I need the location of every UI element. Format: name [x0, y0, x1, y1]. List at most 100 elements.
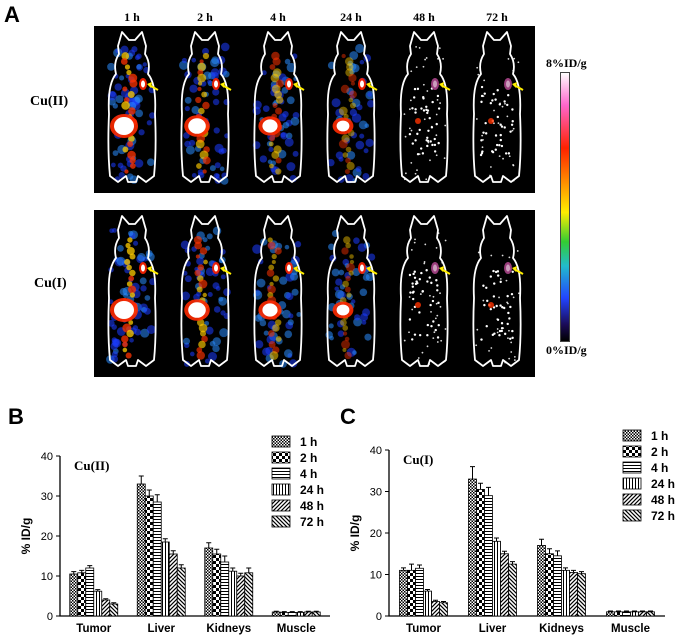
- bar: [303, 611, 313, 617]
- x-tick-label: Muscle: [277, 623, 316, 635]
- bar: [468, 478, 477, 617]
- bar: [569, 572, 578, 617]
- error-bar: [206, 542, 212, 548]
- error-bar: [154, 494, 160, 502]
- error-bar: [624, 610, 629, 612]
- mouse-pet-image: [461, 26, 533, 193]
- error-bar: [71, 571, 77, 574]
- error-bar: [425, 588, 430, 592]
- panel-c-letter: C: [340, 404, 356, 429]
- error-bar: [95, 589, 101, 592]
- error-bar: [547, 548, 552, 554]
- legend-label: 72 h: [651, 509, 675, 523]
- legend-swatch: [622, 509, 642, 522]
- error-bar: [289, 611, 295, 613]
- bar: [537, 545, 546, 617]
- time-label: 48 h: [413, 10, 435, 24]
- bar: [484, 495, 493, 617]
- panel-b-letter: B: [8, 404, 24, 429]
- error-bar: [539, 538, 544, 546]
- error-bar: [138, 475, 144, 484]
- y-tick-label: 0: [47, 611, 53, 623]
- time-label: 1 h: [124, 10, 140, 24]
- row-label-cu1: Cu(I): [34, 276, 67, 291]
- error-bar: [170, 550, 176, 554]
- error-bar: [478, 482, 483, 490]
- legend-swatch: [271, 483, 291, 496]
- x-tick-label: Tumor: [76, 623, 111, 635]
- bar: [93, 590, 103, 617]
- error-bar: [313, 610, 319, 612]
- bar: [561, 569, 570, 617]
- mouse-pet-svg: [252, 215, 305, 368]
- legend-swatch: [271, 515, 291, 528]
- chart-b: 0 10 20 30 40 % ID/g Cu(II) Tumor Liver Kidneys Mu…: [19, 435, 330, 635]
- legend-label: 48 h: [651, 493, 675, 507]
- mouse-pet-svg: [107, 31, 159, 184]
- y-axis-label: % ID/g: [348, 515, 362, 552]
- x-tick-label: Muscle: [611, 623, 650, 635]
- error-bar: [441, 600, 446, 603]
- legend-label: 1 h: [300, 435, 317, 449]
- bar: [109, 603, 119, 617]
- legend-label: 4 h: [300, 467, 317, 481]
- legend-label: 48 h: [300, 499, 324, 513]
- mouse-pet-image: [461, 210, 533, 377]
- y-axis-label: % ID/g: [19, 518, 33, 555]
- mouse-pet-image: [315, 26, 387, 193]
- bar: [271, 611, 281, 617]
- time-label: 24 h: [340, 10, 362, 24]
- bar: [244, 572, 254, 617]
- legend-label: 1 h: [651, 429, 668, 443]
- bar: [577, 573, 586, 617]
- x-tick-label: Kidneys: [206, 623, 251, 635]
- error-bar: [486, 486, 491, 496]
- error-bar: [563, 567, 568, 571]
- error-bar: [494, 537, 499, 542]
- row-label-cu2: Cu(II): [30, 94, 69, 109]
- error-bar: [433, 599, 438, 602]
- colorbar-max-label: 8%ID/g: [546, 56, 587, 70]
- error-bar: [281, 611, 287, 613]
- error-bar: [616, 610, 621, 612]
- bar: [606, 611, 615, 617]
- time-label: 2 h: [197, 10, 213, 24]
- error-bar: [146, 489, 152, 496]
- bar: [85, 567, 95, 617]
- bar: [236, 575, 246, 617]
- error-bar: [103, 598, 109, 600]
- chart-title: Cu(I): [403, 452, 433, 467]
- bar: [279, 611, 289, 617]
- error-bar: [238, 572, 244, 576]
- mouse-pet-image: [242, 210, 314, 377]
- y-tick-label: 40: [370, 445, 382, 457]
- bar: [168, 553, 178, 617]
- chart-title: Cu(II): [74, 458, 109, 473]
- legend-swatch: [271, 435, 291, 448]
- y-tick-label: 30: [41, 491, 53, 503]
- error-bar: [297, 611, 303, 613]
- error-bar: [273, 610, 279, 612]
- mouse-pet-svg: [472, 31, 524, 183]
- error-bar: [305, 610, 311, 612]
- mouse-pet-image: [388, 210, 460, 377]
- panel-a-letter: A: [4, 2, 20, 27]
- legend-label: 24 h: [651, 477, 675, 491]
- chart-c: 0 10 20 30 40 % ID/g Cu(I) Tumor Liver Kidneys Mus…: [348, 429, 675, 635]
- pet-image-panel-cu2: [94, 26, 535, 193]
- mouse-pet-svg: [180, 215, 232, 367]
- legend-swatch: [271, 451, 291, 464]
- error-bar: [111, 602, 117, 604]
- y-tick-label: 20: [370, 528, 382, 540]
- legend-swatch: [622, 477, 642, 490]
- error-bar: [417, 564, 422, 569]
- bar: [630, 611, 639, 617]
- y-tick-label: 40: [41, 451, 53, 463]
- error-bar: [79, 569, 85, 573]
- error-bar: [246, 567, 252, 573]
- mouse-pet-image: [169, 210, 241, 377]
- mouse-pet-image: [242, 26, 314, 193]
- y-tick-label: 30: [370, 487, 382, 499]
- mouse-pet-svg: [252, 31, 305, 183]
- x-tick-label: Liver: [479, 623, 507, 635]
